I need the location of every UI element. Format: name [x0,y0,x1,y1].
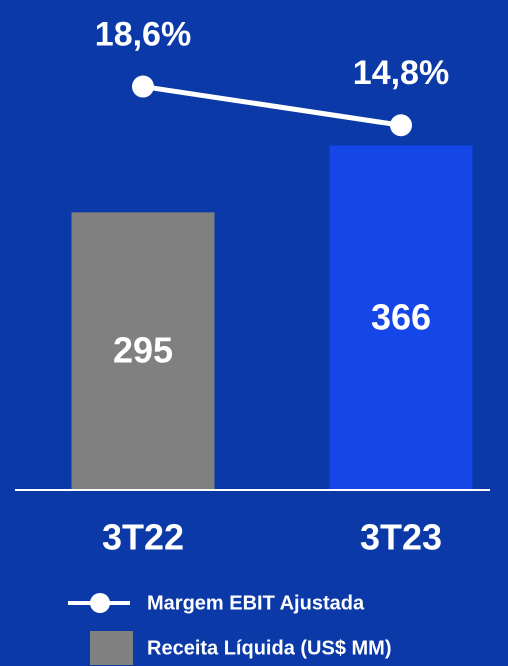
line [142,84,402,128]
line-value-label: 14,8% [353,54,449,92]
line-marker [132,75,154,98]
line-value-label: 18,6% [95,16,191,54]
bar [329,145,473,490]
bar [71,212,215,490]
x-tick-label: 3T23 [360,517,442,558]
legend-swatch [90,631,133,665]
legend-label: Receita Líquida (US$ MM) [147,637,391,659]
bar-value-label: 366 [371,296,431,337]
x-tick-label: 3T22 [102,517,184,558]
legend-label: Margem EBIT Ajustada [147,592,365,614]
bar-value-label: 295 [113,330,173,371]
line-marker [390,114,412,137]
legend-marker [90,593,110,613]
